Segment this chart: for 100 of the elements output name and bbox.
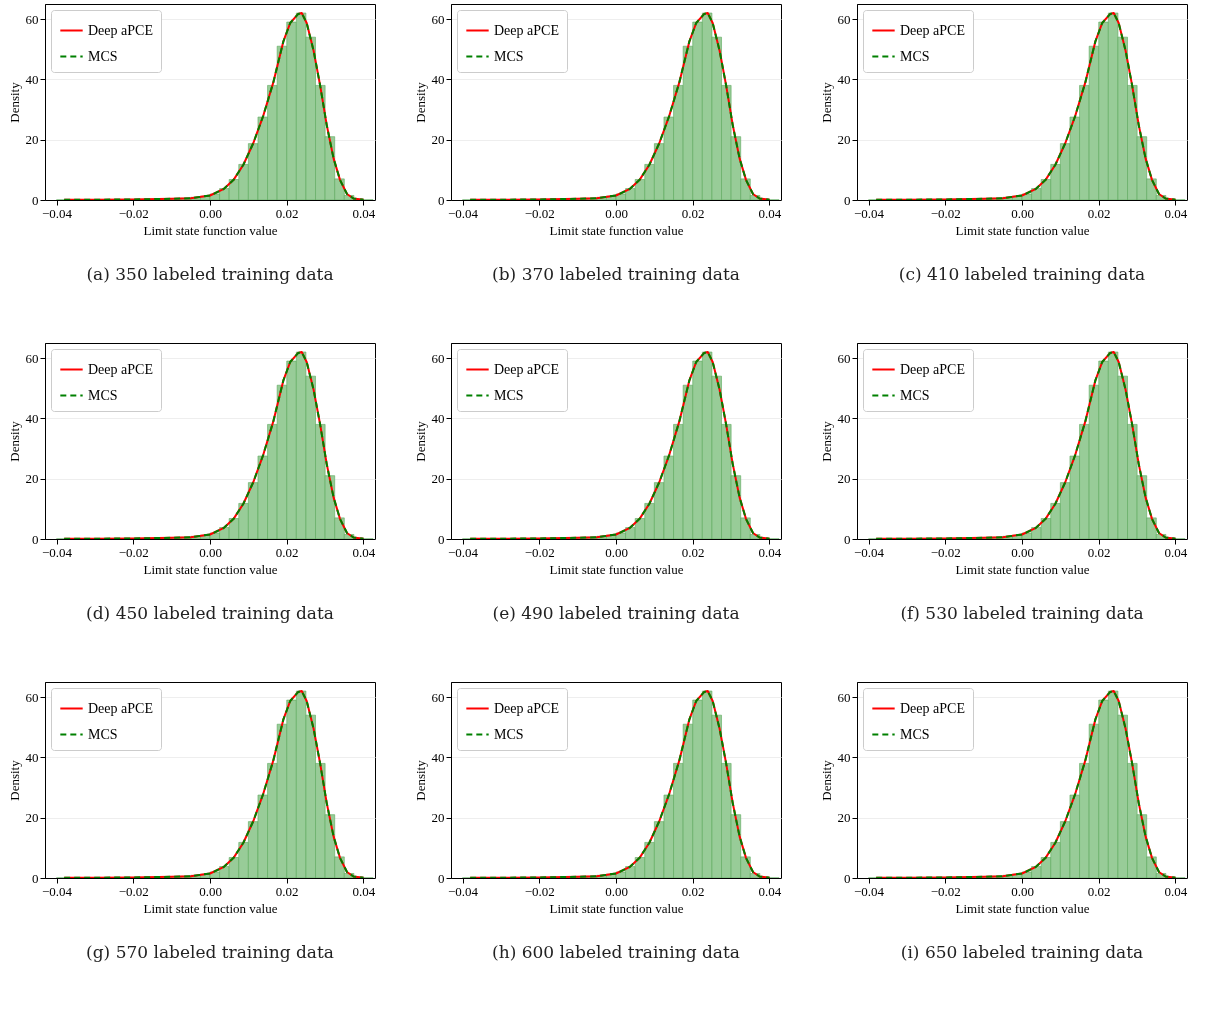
x-tick-label: 0.00 xyxy=(1011,205,1034,221)
x-tick-label: −0.02 xyxy=(118,205,149,221)
y-tick-label: 0 xyxy=(32,531,39,547)
y-axis-title: Density xyxy=(412,420,428,462)
text: (c) 410 labeled training data xyxy=(898,264,1146,284)
x-tick-label: 0.00 xyxy=(199,205,222,221)
x-tick-label: 0.04 xyxy=(352,883,376,899)
x-tick-label: 0.04 xyxy=(1164,544,1188,560)
x-tick-label: 0.04 xyxy=(758,883,782,899)
x-tick-label: 0.02 xyxy=(275,544,299,560)
x-tick-label: −0.02 xyxy=(930,205,961,221)
x-tick-label: 0.00 xyxy=(199,883,222,899)
y-axis-title: Density xyxy=(818,81,834,123)
x-tick-label: −0.04 xyxy=(41,544,73,560)
x-tick-label: −0.04 xyxy=(41,883,73,899)
y-tick-label: 20 xyxy=(837,471,851,487)
x-tick-label: 0.02 xyxy=(275,883,299,899)
y-tick-label: 40 xyxy=(25,410,39,426)
y-tick-label: 20 xyxy=(25,810,39,826)
x-tick-label: −0.04 xyxy=(447,883,479,899)
x-tick-label: −0.04 xyxy=(447,205,479,221)
x-tick-label: −0.04 xyxy=(41,205,73,221)
y-tick-label: 0 xyxy=(32,192,39,208)
x-tick-label: 0.02 xyxy=(681,205,705,221)
y-tick-label: 60 xyxy=(837,350,851,366)
y-tick-label: 60 xyxy=(25,689,39,705)
legend-label: Deep aPCE xyxy=(900,700,965,716)
y-tick-label: 20 xyxy=(837,132,851,148)
y-axis-title: Density xyxy=(412,759,428,801)
y-axis-title: Density xyxy=(818,759,834,801)
y-tick-label: 40 xyxy=(431,71,445,87)
text: (e) 490 labeled training data xyxy=(492,603,740,623)
y-tick-label: 60 xyxy=(25,11,39,27)
x-axis-title: Limit state function value xyxy=(955,561,1090,577)
x-tick-label: 0.04 xyxy=(758,544,782,560)
text: (d) 450 labeled training data xyxy=(86,603,334,623)
legend-label: MCS xyxy=(88,48,118,64)
y-tick-label: 40 xyxy=(25,71,39,87)
y-tick-label: 20 xyxy=(431,132,445,148)
text: (a) 350 labeled training data xyxy=(86,264,334,284)
x-tick-label: 0.00 xyxy=(1011,544,1034,560)
legend-label: MCS xyxy=(494,48,524,64)
x-tick-label: −0.02 xyxy=(524,205,555,221)
x-tick-label: −0.02 xyxy=(930,544,961,560)
legend-label: MCS xyxy=(494,726,524,742)
legend-label: Deep aPCE xyxy=(494,361,559,377)
legend-label: MCS xyxy=(88,726,118,742)
y-tick-label: 60 xyxy=(431,11,445,27)
x-tick-label: 0.02 xyxy=(1087,205,1111,221)
legend-label: Deep aPCE xyxy=(88,700,153,716)
x-axis-title: Limit state function value xyxy=(143,222,278,238)
y-tick-label: 60 xyxy=(837,689,851,705)
y-tick-label: 0 xyxy=(438,870,445,886)
legend-label: MCS xyxy=(494,387,524,403)
x-tick-label: −0.02 xyxy=(118,544,149,560)
x-tick-label: 0.04 xyxy=(1164,883,1188,899)
legend-label: MCS xyxy=(900,726,930,742)
y-axis-title: Density xyxy=(6,420,22,462)
x-axis-title: Limit state function value xyxy=(955,222,1090,238)
y-tick-label: 40 xyxy=(25,749,39,765)
y-tick-label: 60 xyxy=(25,350,39,366)
x-tick-label: −0.02 xyxy=(118,883,149,899)
y-tick-label: 40 xyxy=(431,410,445,426)
y-tick-label: 40 xyxy=(837,71,851,87)
text: (h) 600 labeled training data xyxy=(492,942,740,962)
x-axis-title: Limit state function value xyxy=(549,900,684,916)
x-tick-label: −0.02 xyxy=(524,883,555,899)
x-tick-label: 0.02 xyxy=(681,544,705,560)
x-axis-title: Limit state function value xyxy=(143,561,278,577)
x-tick-label: 0.04 xyxy=(352,205,376,221)
y-tick-label: 60 xyxy=(837,11,851,27)
x-tick-label: −0.02 xyxy=(930,883,961,899)
x-tick-label: −0.04 xyxy=(853,883,885,899)
y-tick-label: 20 xyxy=(25,132,39,148)
x-tick-label: 0.00 xyxy=(1011,883,1034,899)
legend-label: MCS xyxy=(88,387,118,403)
y-tick-label: 0 xyxy=(32,870,39,886)
x-tick-label: 0.02 xyxy=(275,205,299,221)
text: (f) 530 labeled training data xyxy=(900,603,1144,623)
x-tick-label: 0.00 xyxy=(605,205,628,221)
y-tick-label: 0 xyxy=(438,192,445,208)
x-tick-label: −0.04 xyxy=(447,544,479,560)
x-axis-title: Limit state function value xyxy=(955,900,1090,916)
x-tick-label: 0.02 xyxy=(681,883,705,899)
x-tick-label: 0.02 xyxy=(1087,544,1111,560)
x-tick-label: 0.00 xyxy=(199,544,222,560)
text: (g) 570 labeled training data xyxy=(86,942,334,962)
x-axis-title: Limit state function value xyxy=(143,900,278,916)
y-axis-title: Density xyxy=(412,81,428,123)
y-tick-label: 20 xyxy=(431,810,445,826)
x-tick-label: −0.04 xyxy=(853,544,885,560)
text: (b) 370 labeled training data xyxy=(492,264,740,284)
y-tick-label: 20 xyxy=(837,810,851,826)
x-tick-label: −0.02 xyxy=(524,544,555,560)
legend-label: Deep aPCE xyxy=(494,700,559,716)
y-tick-label: 40 xyxy=(837,410,851,426)
y-tick-label: 40 xyxy=(431,749,445,765)
y-tick-label: 0 xyxy=(438,531,445,547)
y-tick-label: 60 xyxy=(431,350,445,366)
text: (i) 650 labeled training data xyxy=(900,942,1144,962)
